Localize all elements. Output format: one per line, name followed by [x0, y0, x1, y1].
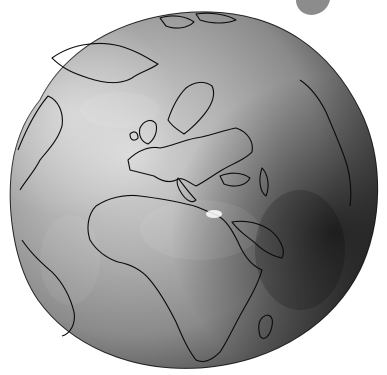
coastline-europe [127, 127, 253, 187]
coastline-south-america [21, 239, 75, 337]
coastline-caspian-sea [259, 167, 269, 197]
coastline-british-isles [129, 119, 158, 145]
corner-blob [296, 0, 330, 15]
coastlines [17, 12, 352, 363]
coastline-north-america [17, 95, 63, 191]
coastline-asia [299, 79, 352, 207]
coastline-greenland [51, 43, 159, 84]
coastline-madagascar [258, 314, 273, 339]
coastline-arctic-islands [159, 12, 237, 29]
coastline-africa [87, 194, 263, 363]
coastline-black-sea [219, 172, 251, 187]
coastline-italy [176, 177, 197, 203]
coastline-arabia [231, 220, 284, 259]
surface-highlight [206, 210, 222, 218]
coastline-scandinavia [167, 81, 215, 135]
